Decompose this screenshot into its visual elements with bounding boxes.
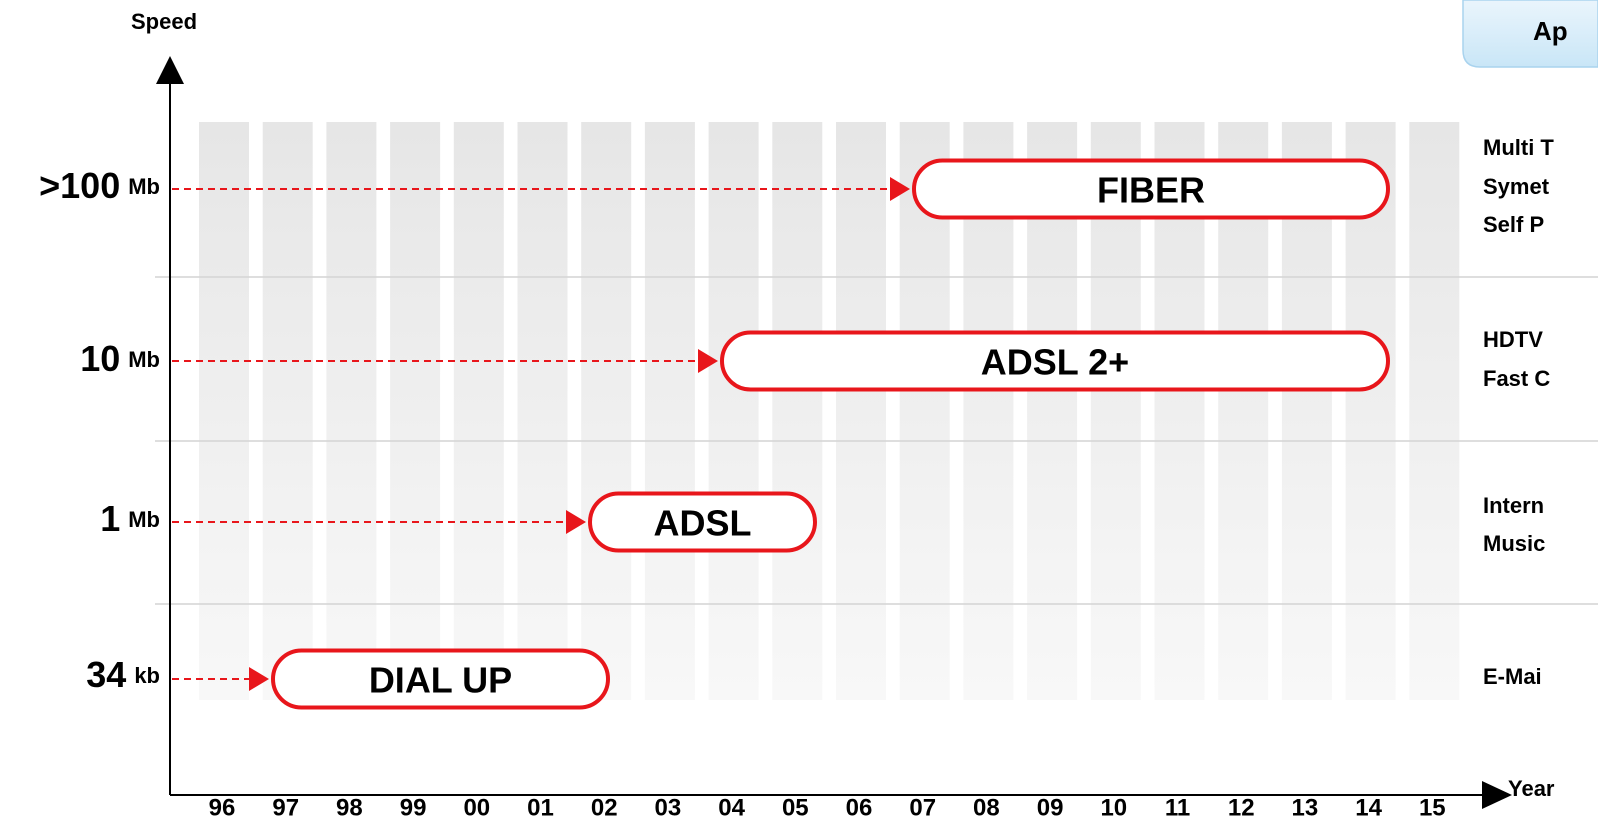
applications-header: Ap <box>1533 16 1568 46</box>
year-column <box>1409 122 1460 700</box>
year-label: 03 <box>655 794 682 821</box>
x-axis-label: Year <box>1508 776 1555 801</box>
technology-label: FIBER <box>1097 170 1205 211</box>
application-text: Self P <box>1483 212 1544 237</box>
speed-value: 1 <box>100 498 120 539</box>
year-column <box>390 122 441 700</box>
speed-unit: Mb <box>128 347 160 372</box>
speed-label: >100 Mb <box>39 165 160 206</box>
year-label: 05 <box>782 794 809 821</box>
application-text: Intern <box>1483 493 1544 518</box>
technology-label: DIAL UP <box>369 660 512 701</box>
year-label: 06 <box>846 794 873 821</box>
technology-pill <box>588 491 817 553</box>
year-label: 07 <box>909 794 936 821</box>
year-label: 02 <box>591 794 618 821</box>
year-column <box>708 122 759 700</box>
arrow-head <box>890 177 910 201</box>
speed-label: 10 Mb <box>80 338 160 379</box>
arrow-head <box>249 667 269 691</box>
speed-unit: Mb <box>128 174 160 199</box>
x-axis-arrow <box>1482 781 1512 809</box>
year-label: 12 <box>1228 794 1255 821</box>
year-label: 97 <box>272 794 299 821</box>
year-column <box>772 122 823 700</box>
year-column <box>517 122 568 700</box>
speed-value: 10 <box>80 338 120 379</box>
technology-label: ADSL 2+ <box>981 342 1129 383</box>
year-label: 96 <box>209 794 236 821</box>
year-label: 13 <box>1292 794 1319 821</box>
technology-pill <box>720 330 1390 392</box>
year-label: 98 <box>336 794 363 821</box>
application-text: Multi T <box>1483 135 1554 160</box>
application-text: Fast C <box>1483 366 1550 391</box>
year-column <box>581 122 632 700</box>
application-text: Symet <box>1483 174 1550 199</box>
speed-unit: kb <box>134 663 160 688</box>
speed-value: 34 <box>86 654 126 695</box>
year-label: 10 <box>1100 794 1127 821</box>
content: 96 97 98 99 00 01 02 03 04 05 06 07 08 09 10 11 12 13 14 15… <box>39 135 1554 822</box>
year-column <box>453 122 504 700</box>
y-axis-arrow <box>156 56 184 84</box>
arrow-head <box>698 349 718 373</box>
application-text: HDTV <box>1483 327 1543 352</box>
year-label: 01 <box>527 794 554 821</box>
year-column <box>199 122 249 700</box>
arrow-head <box>566 510 586 534</box>
year-label: 99 <box>400 794 427 821</box>
application-text: E-Mai <box>1483 664 1542 689</box>
year-column <box>262 122 313 700</box>
speed-unit: Mb <box>128 507 160 532</box>
applications-header-box <box>1462 0 1598 68</box>
technology-label: ADSL <box>654 503 752 544</box>
year-column <box>644 122 695 700</box>
speed-label: 1 Mb <box>100 498 160 539</box>
year-label: 04 <box>718 794 745 821</box>
y-axis-label: Speed <box>131 9 197 34</box>
technology-pill <box>912 158 1390 220</box>
year-label: 00 <box>463 794 490 821</box>
year-label: 11 <box>1165 794 1190 821</box>
row-separators <box>155 276 1598 605</box>
year-label: 09 <box>1037 794 1064 821</box>
year-label: 14 <box>1355 794 1382 821</box>
speed-value: >100 <box>39 165 120 206</box>
year-column <box>836 122 886 700</box>
year-column <box>326 122 377 700</box>
application-text: Music <box>1483 531 1545 556</box>
technology-pill <box>271 648 610 710</box>
year-label: 15 <box>1419 794 1446 821</box>
year-label: 08 <box>973 794 1000 821</box>
speed-label: 34 kb <box>86 654 160 695</box>
